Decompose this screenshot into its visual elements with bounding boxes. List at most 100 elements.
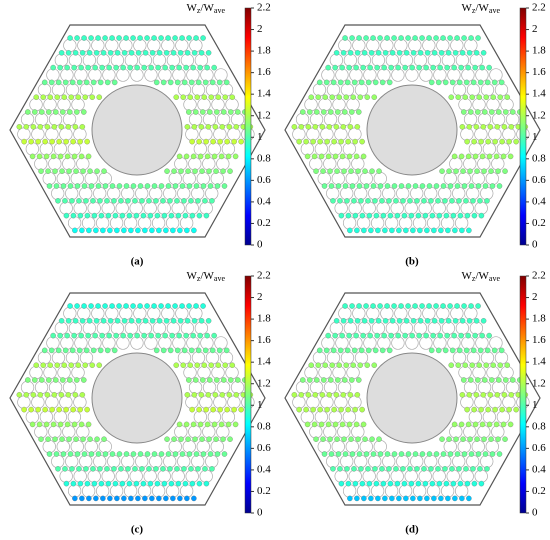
subchannel-dot — [316, 79, 323, 86]
subchannel-dot — [95, 183, 102, 189]
subchannel-dot — [63, 480, 70, 487]
subchannel-dot — [190, 153, 197, 160]
subchannel-dot — [184, 318, 191, 324]
subchannel-dot — [463, 466, 469, 472]
subchannel-dot — [449, 198, 455, 204]
subchannel-dot — [368, 50, 375, 56]
subchannel-dot — [332, 421, 339, 428]
subchannel-dot — [361, 495, 367, 502]
fuel-rod — [342, 142, 357, 156]
subchannel-dot — [52, 436, 58, 442]
subchannel-dot — [343, 94, 349, 100]
subchannel-dot — [360, 332, 366, 339]
subchannel-dot — [189, 138, 195, 145]
subchannel-dot — [202, 347, 209, 354]
fuel-rod — [485, 439, 499, 454]
subchannel-dot — [74, 451, 81, 457]
fuel-rod — [491, 380, 506, 395]
subchannel-dot — [151, 35, 157, 41]
fuel-rod — [115, 201, 129, 215]
fuel-rod — [337, 380, 352, 395]
fuel-rod — [54, 321, 69, 335]
subchannel-dot — [393, 198, 399, 204]
subchannel-dot — [466, 50, 473, 56]
subchannel-dot — [510, 109, 516, 115]
subchannel-dot — [174, 466, 180, 472]
fuel-rod — [471, 171, 485, 186]
subchannel-dot — [482, 183, 489, 189]
subchannel-dot — [461, 303, 467, 309]
subchannel-dot — [448, 362, 454, 368]
subchannel-dot — [207, 377, 213, 383]
fuel-rod — [202, 380, 217, 395]
subchannel-dot — [442, 347, 449, 354]
subchannel-dot — [338, 406, 344, 413]
subchannel-dot — [461, 377, 467, 383]
subchannel-dot — [119, 480, 126, 487]
subchannel-dot — [120, 64, 126, 71]
subchannel-dot — [324, 138, 330, 145]
subchannel-dot — [104, 198, 110, 204]
subchannel-dot — [461, 109, 467, 115]
fuel-rod — [500, 365, 514, 380]
fuel-rod — [182, 439, 196, 454]
fuel-rod — [65, 83, 80, 97]
subchannel-dot — [499, 406, 505, 413]
subchannel-dot — [164, 168, 170, 174]
subchannel-dot — [37, 124, 44, 130]
subchannel-dot — [333, 50, 340, 56]
fuel-rod — [109, 216, 124, 230]
subchannel-dot — [414, 198, 420, 204]
fuel-rod — [196, 439, 210, 454]
subchannel-dot — [313, 436, 319, 442]
fuel-rod — [161, 38, 175, 53]
fuel-rod — [418, 201, 432, 215]
subchannel-dot — [78, 332, 84, 339]
fuel-rod — [230, 112, 245, 127]
subchannel-dot — [351, 347, 358, 354]
subchannel-dot — [163, 50, 170, 56]
subchannel-dot — [142, 318, 149, 324]
subchannel-dot — [201, 362, 207, 368]
fuel-rod — [17, 127, 31, 141]
colorbar-tick-label: 2 — [532, 291, 538, 303]
subchannel-dot — [36, 421, 43, 428]
subchannel-dot — [391, 35, 397, 41]
subchannel-dot — [190, 332, 196, 339]
subchannel-dot — [470, 198, 476, 204]
subchannel-dot — [347, 124, 354, 130]
fuel-rod — [149, 454, 163, 469]
subchannel-dot — [71, 421, 78, 428]
colorbar-tick-label: 0.6 — [257, 174, 271, 186]
fuel-rod — [300, 410, 315, 424]
fuel-rod — [107, 454, 121, 469]
fuel-rod — [475, 68, 489, 82]
subchannel-dot — [41, 79, 48, 86]
subchannel-dot — [352, 480, 359, 487]
fuel-rod — [51, 83, 66, 97]
subchannel-dot — [375, 50, 382, 56]
colorbar — [519, 7, 527, 246]
fuel-rod — [477, 112, 492, 127]
subchannel-dot — [321, 183, 328, 189]
subchannel-dot — [55, 79, 62, 86]
panel: 00.20.40.60.811.21.41.61.822.2Wz/Wave(a) — [9, 2, 271, 268]
subchannel-dot — [197, 153, 204, 160]
subchannel-dot — [454, 35, 460, 41]
subchannel-dot — [391, 183, 398, 189]
subchannel-dot — [349, 35, 355, 41]
subchannel-dot — [352, 406, 358, 413]
subchannel-dot — [60, 109, 66, 115]
subchannel-dot — [204, 421, 211, 428]
fuel-rod — [342, 484, 357, 498]
fuel-rod — [216, 157, 230, 171]
subchannel-dot — [205, 392, 212, 398]
colorbar-tick-label: 1.8 — [257, 45, 271, 57]
subchannel-dot — [433, 35, 439, 41]
subchannel-dot — [224, 138, 230, 145]
subchannel-dot — [417, 318, 424, 324]
fuel-rod — [225, 97, 239, 112]
colorbar-tick-label: 0.2 — [257, 217, 271, 229]
fuel-rod — [189, 38, 203, 53]
colorbar-tick-label: 2 — [257, 23, 263, 35]
